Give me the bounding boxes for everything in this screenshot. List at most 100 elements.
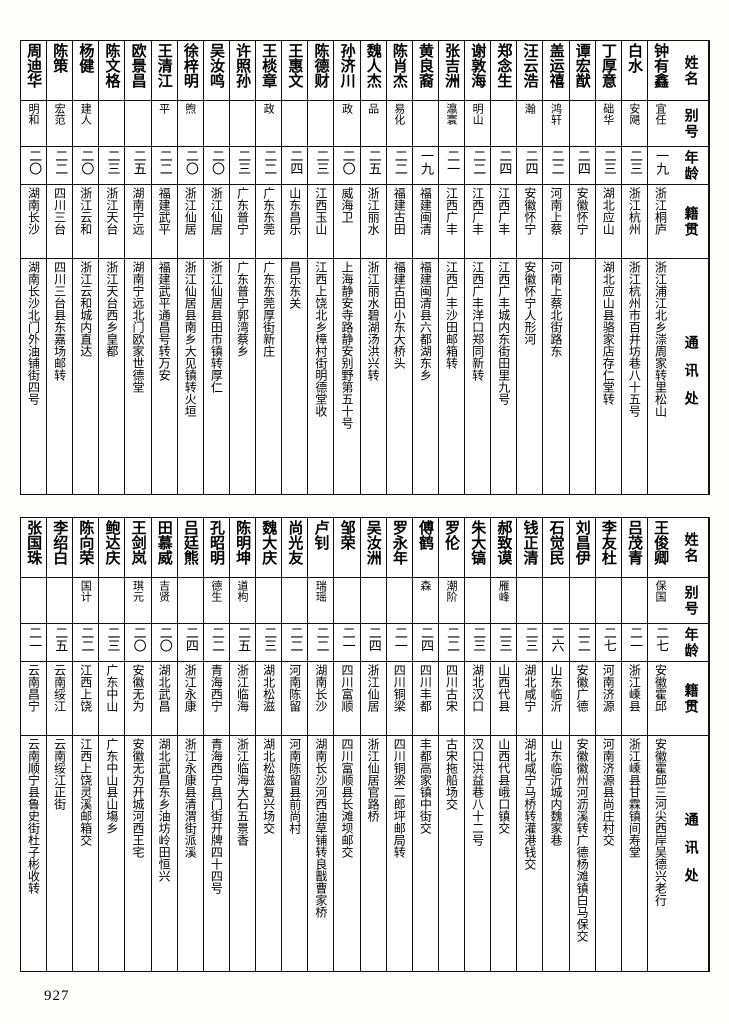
person-alias <box>595 578 621 624</box>
person-column: 丁厚意 础华 二三 湖北应山 湖北应山县骆家店存仁堂转 <box>594 41 621 494</box>
person-age: 二四 <box>412 624 438 662</box>
person-name: 卢钊 <box>308 518 334 578</box>
person-column: 谭宏猷 二四 安徽怀宁 <box>568 41 595 494</box>
person-origin: 安徽广德 <box>569 662 595 736</box>
person-origin: 四川铜梁 <box>386 662 412 736</box>
person-column: 黄良裔 一九 福建闽清 福建闽清县六都湖东乡 <box>411 41 438 494</box>
page-number: 927 <box>44 988 70 1004</box>
person-column: 周迪华 明和 二〇 湖南长沙 湖南长沙北门外油铺街四号 <box>20 41 46 494</box>
person-column: 尚光友 二二 河南陈留 河南陈留县前尚村 <box>281 518 308 971</box>
person-origin: 浙江桐庐 <box>647 185 673 259</box>
person-address: 山东临沂城内魏家巷 <box>549 738 564 846</box>
person-name: 陈德财 <box>308 41 334 101</box>
person-address: 安徽怀宁人形河 <box>522 261 537 345</box>
person-column: 李绍白 二五 云南绥江 云南绥江正街 <box>46 518 73 971</box>
person-origin: 四川丰都 <box>412 662 438 736</box>
person-origin: 湖北汉口 <box>465 662 491 736</box>
person-address: 浙江嵊县甘霖镇间寿堂 <box>627 738 642 858</box>
person-column: 卢钊 瑞瑶 二二 湖南长沙 湖南长沙河西油草铺转良戬曹家桥 <box>307 518 334 971</box>
person-column: 刘昌伊 二二 安徽广德 安徽徽州河沥溪转广德杨滩镇白马保交 <box>568 518 595 971</box>
person-column: 孙济川政二〇 威海卫 上海静安寺路静安别野第五十号 <box>333 41 360 494</box>
person-age: 二一 <box>386 624 412 662</box>
person-name: 杨健 <box>73 41 99 101</box>
person-address: 浙江天台西乡皇都 <box>104 261 119 357</box>
person-column: 陈策 宏范 二二 四川三台 四川三台县东嘉场邮转 <box>46 41 73 494</box>
row-header-column: 姓名 别号 年龄 籍贯 通讯处 <box>673 518 709 971</box>
person-alias <box>543 578 569 624</box>
person-name: 石觉民 <box>543 518 569 578</box>
person-origin: 广东中山 <box>99 662 125 736</box>
person-origin: 福建古田 <box>386 185 412 259</box>
person-address: 浙江杭州市百井坊巷八十五号 <box>627 261 642 417</box>
person-name: 李绍白 <box>47 518 73 578</box>
person-name: 陈策 <box>47 41 73 101</box>
person-origin: 湖北应山 <box>595 185 621 259</box>
person-age: 二一 <box>20 624 46 662</box>
person-age: 二五 <box>47 624 73 662</box>
person-column: 王剑岚 琪元 二〇 安徽无为 安徽无为开城河西王宅 <box>124 518 151 971</box>
person-column: 钟有鑫 宜任 一九 浙江桐庐 浙江浦江北乡漴周家转里松山 <box>646 41 673 494</box>
person-alias: 政 <box>256 101 282 147</box>
person-column: 谢敦海 明山 二二 江西广丰 江西广丰洋口郑同新转 <box>464 41 491 494</box>
person-origin: 湖北松滋 <box>256 662 282 736</box>
person-alias <box>99 101 125 147</box>
person-column: 白水 安飓 二三 浙江杭州 浙江杭州市百井坊巷八十五号 <box>620 41 647 494</box>
person-origin: 云南昌宁 <box>20 662 46 736</box>
person-name: 谭宏猷 <box>569 41 595 101</box>
person-address: 云南绥江正街 <box>52 738 67 810</box>
person-age: 二一 <box>438 147 464 185</box>
person-origin: 山东临沂 <box>543 662 569 736</box>
person-alias: 潮阶 <box>438 578 464 624</box>
person-alias: 鸿轩 <box>543 101 569 147</box>
person-address: 江西广丰城内东街田里九号 <box>496 261 511 405</box>
person-age: 二三 <box>595 147 621 185</box>
person-origin: 浙江丽水 <box>360 185 386 259</box>
person-origin: 湖北武昌 <box>151 662 177 736</box>
person-column: 李友杜 二七 河南济源 河南济源县尚庄村交 <box>594 518 621 971</box>
person-name: 田慕威 <box>151 518 177 578</box>
person-column: 罗永年 二一 四川铜梁 四川铜梁二郎坪邮局转 <box>385 518 412 971</box>
person-age: 二二 <box>569 624 595 662</box>
person-name: 魏大庆 <box>256 518 282 578</box>
person-age: 二三 <box>99 147 125 185</box>
person-alias <box>569 101 595 147</box>
person-alias: 明山 <box>465 101 491 147</box>
person-address: 安徽霍邱三河尖西岸吴德兴老行 <box>653 738 668 906</box>
person-origin: 浙江杭州 <box>621 185 647 259</box>
person-address: 福建闽清县六都湖东乡 <box>418 261 433 381</box>
row-label-alias: 别号 <box>673 578 708 624</box>
person-column: 孔昭明 德生 二二 青海西宁 青海西宁县门街开牌四十四号 <box>202 518 229 971</box>
person-age: 二一 <box>621 624 647 662</box>
person-address: 江西上饶北乡樟村街明德堂收 <box>313 261 328 417</box>
person-age: 二四 <box>282 147 308 185</box>
person-origin: 浙江仙居 <box>177 185 203 259</box>
row-label-age: 年龄 <box>673 624 708 662</box>
person-origin: 福建武平 <box>151 185 177 259</box>
person-origin: 浙江天台 <box>99 185 125 259</box>
person-age: 二二 <box>282 624 308 662</box>
person-alias <box>177 578 203 624</box>
person-age: 二四 <box>517 147 543 185</box>
person-address: 四川三台县东嘉场邮转 <box>52 261 67 381</box>
person-column: 王清江平二二 福建武平 福建武平通昌号转万安 <box>150 41 177 494</box>
person-column: 王惠文 二四 山东昌乐 昌乐东关 <box>281 41 308 494</box>
person-alias <box>125 101 151 147</box>
person-name: 刘昌伊 <box>569 518 595 578</box>
person-column: 傅鹤森二四 四川丰都 丰都高家镇中街交 <box>411 518 438 971</box>
person-column: 吕茂青 二一 浙江嵊县 浙江嵊县甘霖镇间寿堂 <box>620 518 647 971</box>
person-alias <box>47 578 73 624</box>
person-column: 陈肖杰 易化 二二 福建古田 福建古田小东大桥头 <box>385 41 412 494</box>
person-alias <box>282 101 308 147</box>
person-alias: 明和 <box>20 101 46 147</box>
person-column: 吴汝鸣 二〇 浙江仙居 浙江仙居县田市镇转厚仁 <box>202 41 229 494</box>
person-age: 二二 <box>47 147 73 185</box>
person-age: 二四 <box>177 624 203 662</box>
row-header-column: 姓名 别号 年龄 籍贯 通讯处 <box>673 41 709 494</box>
person-alias: 吉贤 <box>151 578 177 624</box>
person-origin: 浙江永康 <box>177 662 203 736</box>
person-name: 吴汝洲 <box>360 518 386 578</box>
person-alias: 煦 <box>177 101 203 147</box>
person-age: 二三 <box>256 624 282 662</box>
person-alias <box>256 578 282 624</box>
person-name: 陈向荣 <box>73 518 99 578</box>
